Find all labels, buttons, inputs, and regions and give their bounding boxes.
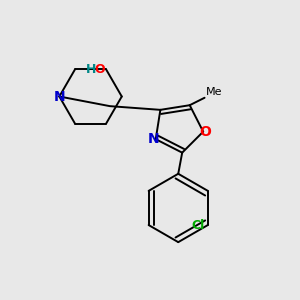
Text: Me: Me [206, 87, 223, 97]
Text: O: O [94, 63, 105, 76]
Text: Cl: Cl [192, 218, 205, 232]
Text: N: N [148, 132, 159, 146]
Text: O: O [200, 125, 211, 139]
Text: H: H [86, 63, 96, 76]
Text: N: N [53, 89, 65, 103]
